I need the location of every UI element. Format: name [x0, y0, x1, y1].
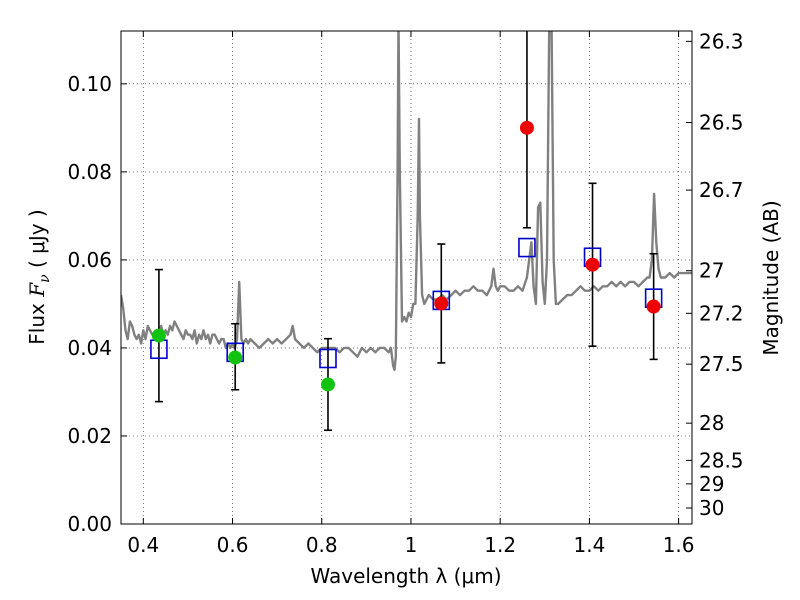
magnitude-tick-label: 27.2 — [699, 301, 744, 325]
x-axis-ticks: 0.4 0.6 0.8 1 1.2 1.4 1.6 — [127, 31, 695, 557]
model-photometry-point — [518, 237, 536, 258]
model-spectrum-line — [121, 31, 692, 372]
y-tick-label: 0.10 — [67, 72, 112, 96]
observed-point — [585, 257, 600, 272]
y-tick-label: 0.04 — [67, 336, 112, 360]
magnitude-tick-label: 28 — [699, 411, 724, 435]
magnitude-tick-label: 29 — [699, 472, 724, 496]
x-tick-label: 0.6 — [217, 533, 249, 557]
magnitude-tick-label: 28.5 — [699, 448, 744, 472]
observed-points — [151, 120, 661, 392]
x-tick-label: 0.8 — [306, 533, 338, 557]
y-axis-label: Flux Fν ( μJy ) — [25, 209, 53, 344]
x-tick-label: 1.6 — [663, 533, 695, 557]
magnitude-tick-label: 30 — [699, 496, 724, 520]
x-tick-label: 1.2 — [484, 533, 516, 557]
observed-point — [320, 377, 335, 392]
magnitude-tick-label: 26.7 — [699, 178, 744, 202]
x-tick-label: 1.4 — [573, 533, 605, 557]
magnitude-axis-label: Magnitude (AB) — [759, 200, 783, 355]
observed-point — [228, 350, 243, 365]
y-tick-label: 0.08 — [67, 160, 112, 184]
x-tick-label: 1 — [405, 533, 418, 557]
x-tick-label: 0.4 — [127, 533, 159, 557]
magnitude-tick-label: 26.5 — [699, 111, 744, 135]
model-photometry-points — [150, 237, 663, 369]
y-tick-label: 0.02 — [67, 424, 112, 448]
observed-point — [646, 299, 661, 314]
x-axis-label: Wavelength λ (μm) — [310, 564, 501, 588]
plot-frame — [120, 30, 693, 525]
magnitude-tick-label: 27.5 — [699, 352, 744, 376]
model-photometry-point — [319, 348, 337, 369]
observed-point — [151, 328, 166, 343]
model-spectrum — [121, 31, 692, 372]
magnitude-tick-label: 27 — [699, 259, 724, 283]
y-tick-label: 0.06 — [67, 248, 112, 272]
grid-lines — [121, 31, 692, 524]
y-axis-ticks: 0.00 0.02 0.04 0.06 0.08 0.10 — [67, 72, 127, 536]
error-bars — [154, 31, 658, 432]
magnitude-tick-label: 26.3 — [699, 29, 744, 53]
observed-point — [434, 296, 449, 311]
observed-point — [519, 120, 534, 135]
y-tick-label: 0.00 — [67, 512, 112, 536]
